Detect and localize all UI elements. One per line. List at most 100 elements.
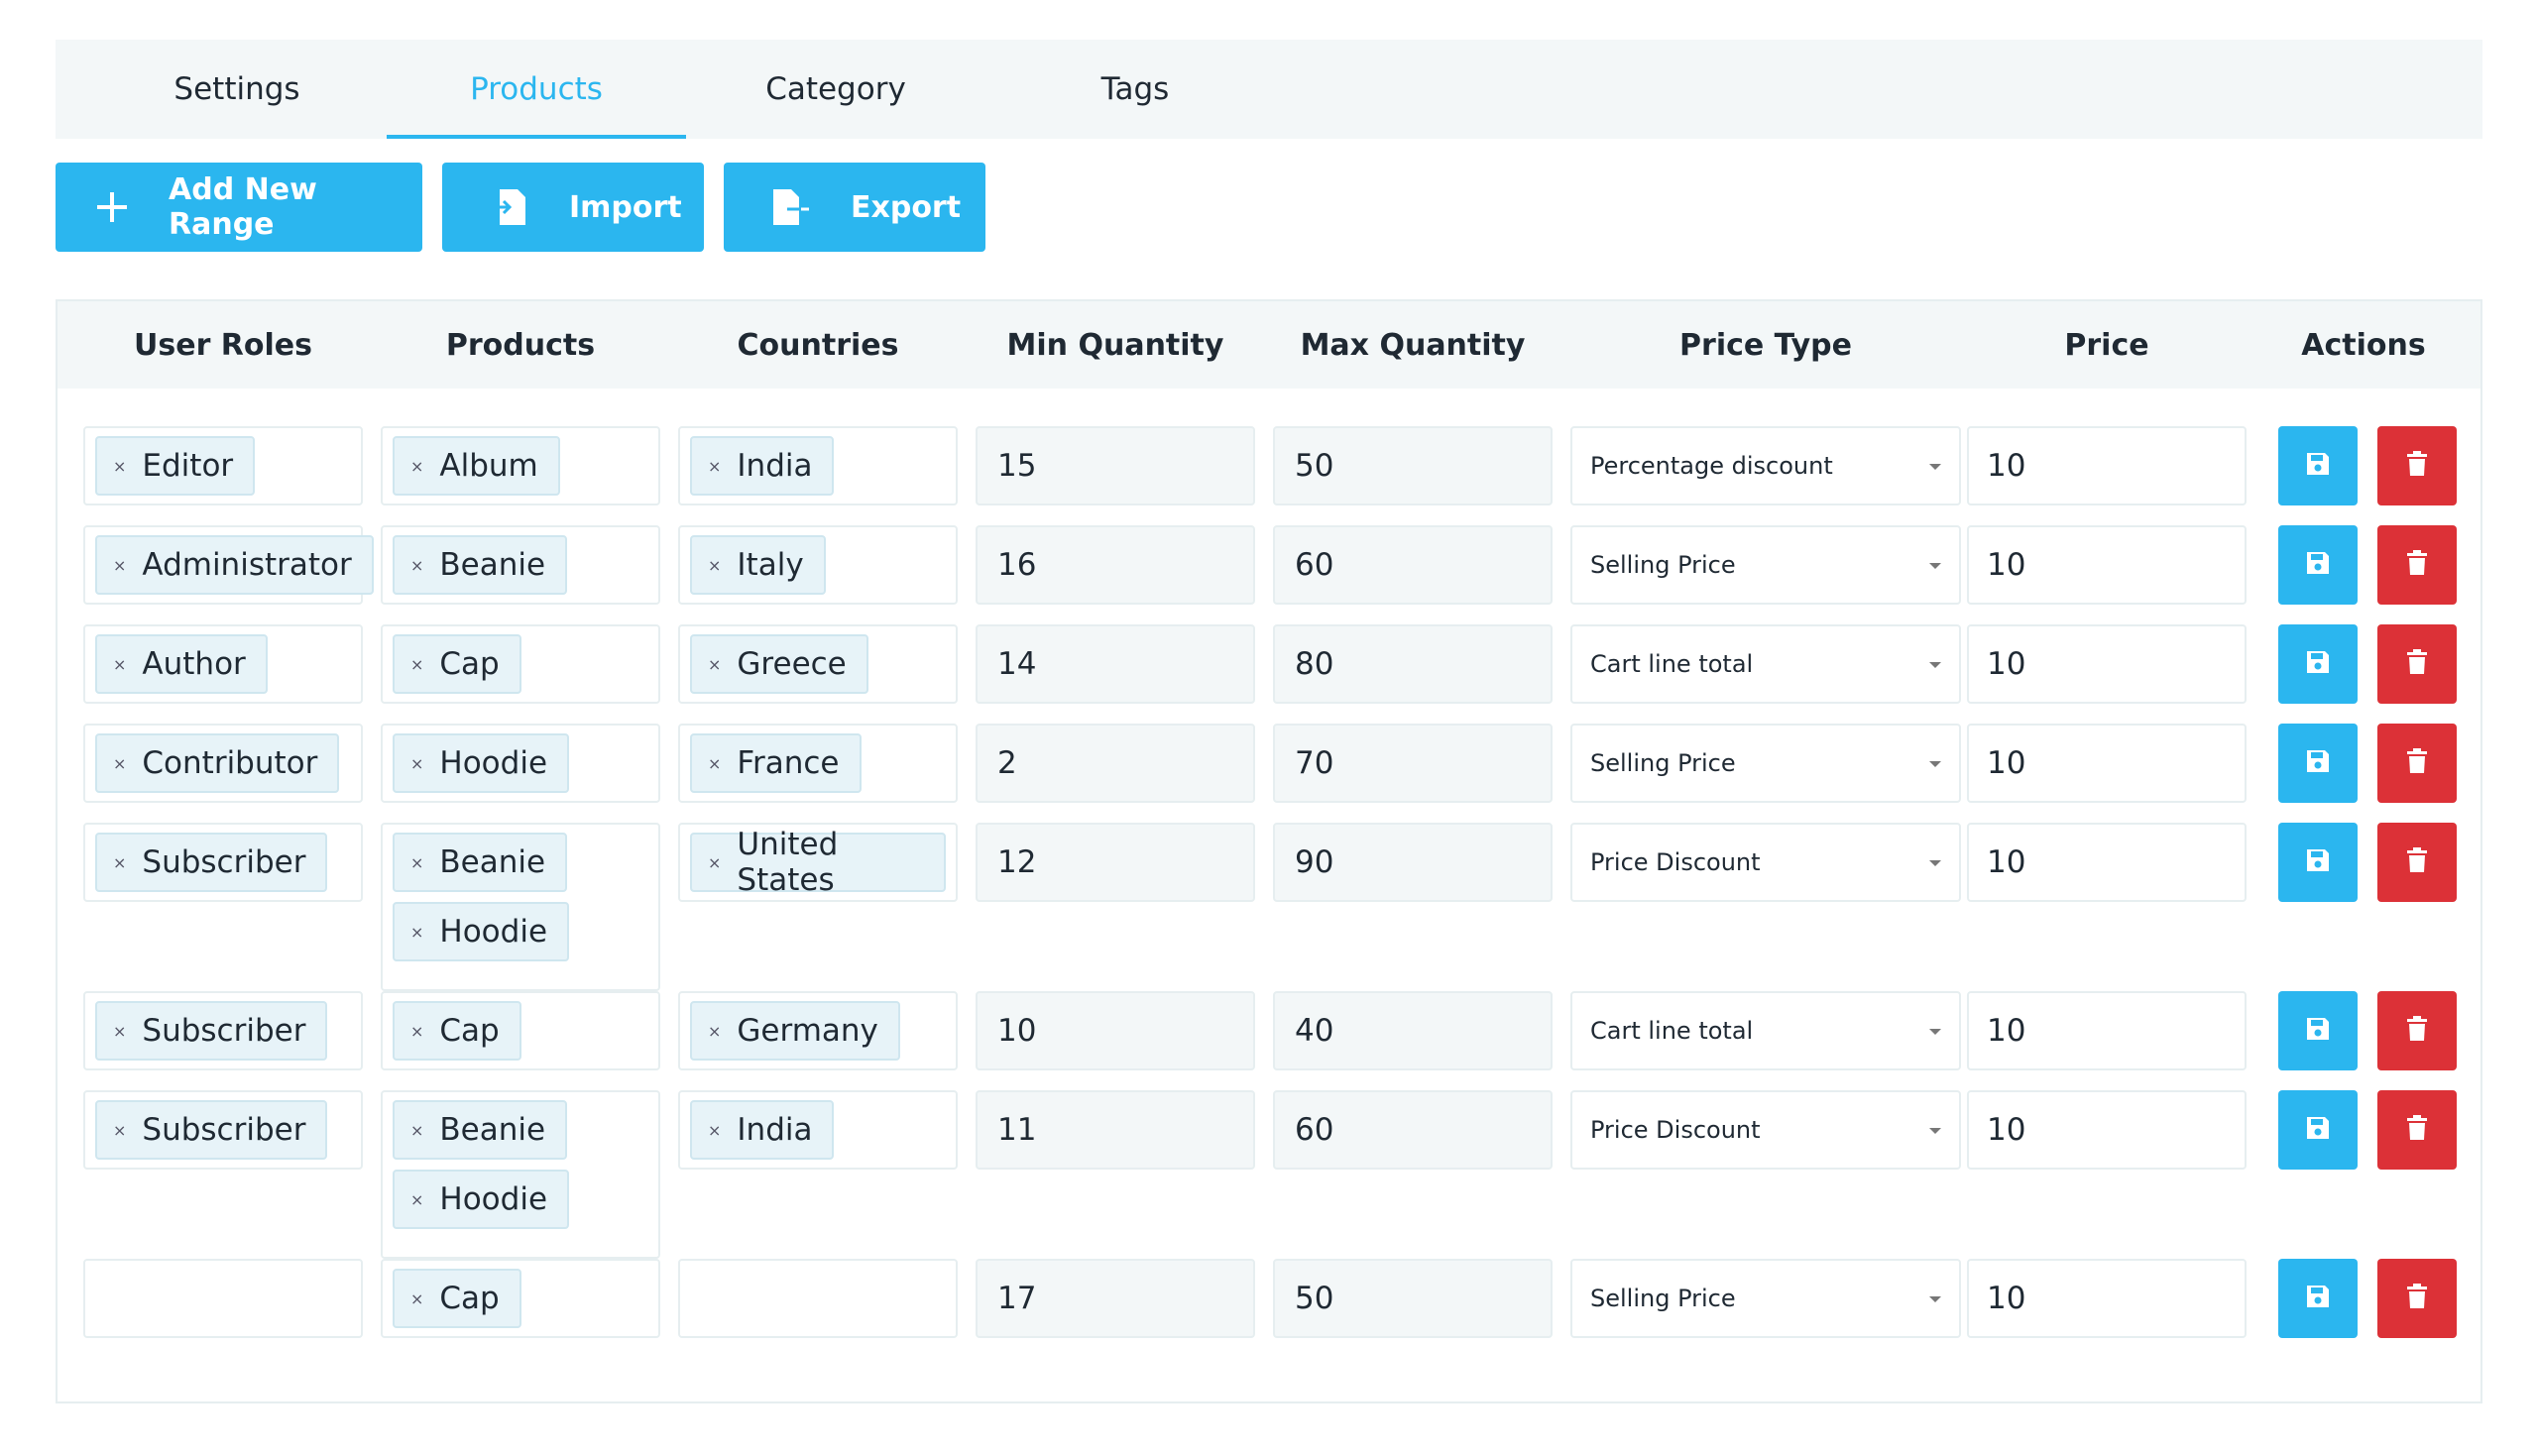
- price-type-select[interactable]: Selling Price: [1570, 1259, 1961, 1338]
- price-type-select[interactable]: Price Discount: [1570, 1090, 1961, 1170]
- remove-tag-icon[interactable]: ×: [113, 555, 127, 575]
- save-button[interactable]: [2278, 1259, 2358, 1338]
- user-roles-field[interactable]: × Contributor: [83, 724, 363, 803]
- tab-settings[interactable]: Settings: [173, 71, 300, 107]
- remove-tag-icon[interactable]: ×: [708, 852, 722, 872]
- delete-button[interactable]: [2377, 991, 2457, 1070]
- remove-tag-icon[interactable]: ×: [113, 753, 127, 773]
- remove-tag-icon[interactable]: ×: [708, 555, 722, 575]
- price-input[interactable]: 10: [1967, 426, 2247, 505]
- delete-button[interactable]: [2377, 525, 2457, 605]
- remove-tag-icon[interactable]: ×: [410, 753, 424, 773]
- remove-tag-icon[interactable]: ×: [410, 555, 424, 575]
- price-type-select[interactable]: Selling Price: [1570, 724, 1961, 803]
- price-type-select[interactable]: Price Discount: [1570, 823, 1961, 902]
- remove-tag-icon[interactable]: ×: [410, 456, 424, 476]
- price-type-select[interactable]: Percentage discount: [1570, 426, 1961, 505]
- price-input[interactable]: 10: [1967, 525, 2247, 605]
- countries-field[interactable]: × United States: [678, 823, 958, 902]
- price-input[interactable]: 10: [1967, 1259, 2247, 1338]
- add-new-range-button[interactable]: Add New Range: [56, 163, 422, 252]
- user-roles-field[interactable]: × Subscriber: [83, 1090, 363, 1170]
- min-quantity-input[interactable]: 12: [976, 823, 1255, 902]
- products-field[interactable]: × Beanie: [381, 525, 660, 605]
- products-field[interactable]: × Beanie × Hoodie: [381, 823, 660, 991]
- min-quantity-input[interactable]: 10: [976, 991, 1255, 1070]
- export-button[interactable]: Export: [724, 163, 985, 252]
- countries-field[interactable]: × France: [678, 724, 958, 803]
- products-field[interactable]: × Hoodie: [381, 724, 660, 803]
- save-button[interactable]: [2278, 525, 2358, 605]
- min-quantity-input[interactable]: 14: [976, 624, 1255, 704]
- min-quantity-input[interactable]: 11: [976, 1090, 1255, 1170]
- tab-tags[interactable]: Tags: [1100, 71, 1170, 107]
- remove-tag-icon[interactable]: ×: [113, 852, 127, 872]
- countries-field[interactable]: [678, 1259, 958, 1338]
- delete-button[interactable]: [2377, 1259, 2457, 1338]
- remove-tag-icon[interactable]: ×: [410, 852, 424, 872]
- countries-field[interactable]: × India: [678, 426, 958, 505]
- remove-tag-icon[interactable]: ×: [410, 1021, 424, 1041]
- min-quantity-input[interactable]: 16: [976, 525, 1255, 605]
- remove-tag-icon[interactable]: ×: [113, 456, 127, 476]
- remove-tag-icon[interactable]: ×: [410, 654, 424, 674]
- price-input[interactable]: 10: [1967, 1090, 2247, 1170]
- user-roles-field[interactable]: × Subscriber: [83, 823, 363, 902]
- products-field[interactable]: × Cap: [381, 1259, 660, 1338]
- save-button[interactable]: [2278, 991, 2358, 1070]
- remove-tag-icon[interactable]: ×: [708, 1021, 722, 1041]
- max-quantity-input[interactable]: 80: [1273, 624, 1553, 704]
- products-field[interactable]: × Album: [381, 426, 660, 505]
- user-roles-field[interactable]: [83, 1259, 363, 1338]
- min-quantity-input[interactable]: 17: [976, 1259, 1255, 1338]
- price-input[interactable]: 10: [1967, 823, 2247, 902]
- price-input[interactable]: 10: [1967, 724, 2247, 803]
- delete-button[interactable]: [2377, 823, 2457, 902]
- delete-button[interactable]: [2377, 724, 2457, 803]
- save-button[interactable]: [2278, 1090, 2358, 1170]
- remove-tag-icon[interactable]: ×: [708, 456, 722, 476]
- price-type-select[interactable]: Cart line total: [1570, 624, 1961, 704]
- countries-field[interactable]: × Italy: [678, 525, 958, 605]
- remove-tag-icon[interactable]: ×: [708, 1120, 722, 1140]
- min-quantity-input[interactable]: 15: [976, 426, 1255, 505]
- tab-category[interactable]: Category: [765, 71, 906, 107]
- price-type-select[interactable]: Selling Price: [1570, 525, 1961, 605]
- products-field[interactable]: × Cap: [381, 991, 660, 1070]
- save-button[interactable]: [2278, 624, 2358, 704]
- max-quantity-input[interactable]: 90: [1273, 823, 1553, 902]
- max-quantity-input[interactable]: 40: [1273, 991, 1553, 1070]
- remove-tag-icon[interactable]: ×: [708, 753, 722, 773]
- remove-tag-icon[interactable]: ×: [113, 1021, 127, 1041]
- countries-field[interactable]: × Germany: [678, 991, 958, 1070]
- remove-tag-icon[interactable]: ×: [708, 654, 722, 674]
- min-quantity-input[interactable]: 2: [976, 724, 1255, 803]
- save-button[interactable]: [2278, 724, 2358, 803]
- max-quantity-input[interactable]: 50: [1273, 426, 1553, 505]
- delete-button[interactable]: [2377, 624, 2457, 704]
- price-type-select[interactable]: Cart line total: [1570, 991, 1961, 1070]
- products-field[interactable]: × Beanie × Hoodie: [381, 1090, 660, 1259]
- price-input[interactable]: 10: [1967, 624, 2247, 704]
- user-roles-field[interactable]: × Administrator: [83, 525, 374, 605]
- user-roles-field[interactable]: × Subscriber: [83, 991, 363, 1070]
- tab-products[interactable]: Products: [387, 40, 686, 139]
- user-roles-field[interactable]: × Editor: [83, 426, 363, 505]
- save-button[interactable]: [2278, 823, 2358, 902]
- price-input[interactable]: 10: [1967, 991, 2247, 1070]
- remove-tag-icon[interactable]: ×: [113, 1120, 127, 1140]
- max-quantity-input[interactable]: 60: [1273, 525, 1553, 605]
- import-button[interactable]: Import: [442, 163, 704, 252]
- remove-tag-icon[interactable]: ×: [410, 922, 424, 942]
- save-button[interactable]: [2278, 426, 2358, 505]
- user-roles-field[interactable]: × Author: [83, 624, 363, 704]
- countries-field[interactable]: × Greece: [678, 624, 958, 704]
- max-quantity-input[interactable]: 50: [1273, 1259, 1553, 1338]
- delete-button[interactable]: [2377, 426, 2457, 505]
- max-quantity-input[interactable]: 70: [1273, 724, 1553, 803]
- remove-tag-icon[interactable]: ×: [410, 1288, 424, 1308]
- remove-tag-icon[interactable]: ×: [113, 654, 127, 674]
- remove-tag-icon[interactable]: ×: [410, 1120, 424, 1140]
- delete-button[interactable]: [2377, 1090, 2457, 1170]
- products-field[interactable]: × Cap: [381, 624, 660, 704]
